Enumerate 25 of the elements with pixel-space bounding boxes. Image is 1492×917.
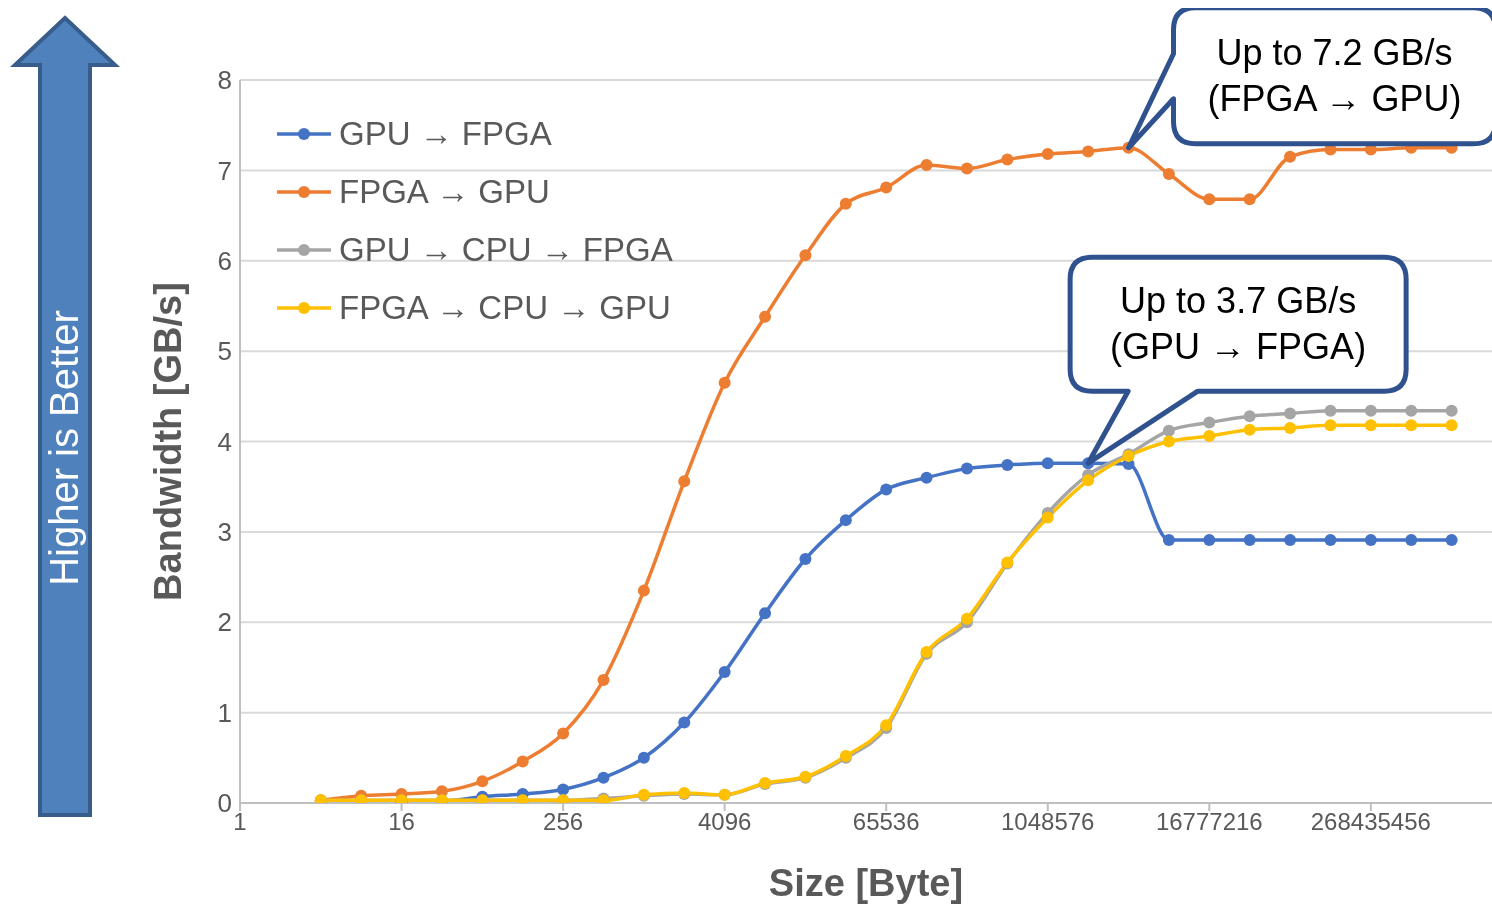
y-tick-label: 0: [217, 788, 232, 819]
y-tick-label: 6: [217, 245, 232, 276]
legend-label: FPGA → CPU → GPU: [339, 289, 671, 327]
y-axis-title: Bandwidth [GB/s]: [147, 282, 190, 601]
x-tick-label: 256: [543, 808, 584, 836]
annotation: Up to 7.2 GB/s (FPGA → GPU): [1207, 31, 1462, 119]
legend-label: GPU → FPGA: [339, 115, 552, 153]
y-tick-label: 5: [217, 336, 232, 367]
text: Higher is Better: [42, 310, 86, 586]
x-tick-label: 16777216: [1155, 808, 1263, 836]
y-tick-label: 8: [217, 65, 232, 96]
y-tick-label: 2: [217, 607, 232, 638]
x-tick-label: 16: [388, 808, 415, 836]
x-tick-label: 4096: [697, 808, 752, 836]
y-tick-label: 3: [217, 517, 232, 548]
annotation: Up to 3.7 GB/s (GPU → FPGA): [1110, 280, 1367, 368]
y-tick-label: 7: [217, 155, 232, 186]
x-tick-label: 65536: [852, 808, 920, 836]
y-tick-label: 1: [217, 697, 232, 728]
y-tick-label: 4: [217, 426, 232, 457]
x-tick-label: 1048576: [1001, 808, 1095, 836]
legend-label: GPU → CPU → FPGA: [339, 231, 673, 269]
x-axis-title: Size [Byte]: [768, 862, 964, 904]
legend-label: FPGA → GPU: [339, 173, 550, 211]
x-tick-label: 268435456: [1310, 808, 1431, 836]
